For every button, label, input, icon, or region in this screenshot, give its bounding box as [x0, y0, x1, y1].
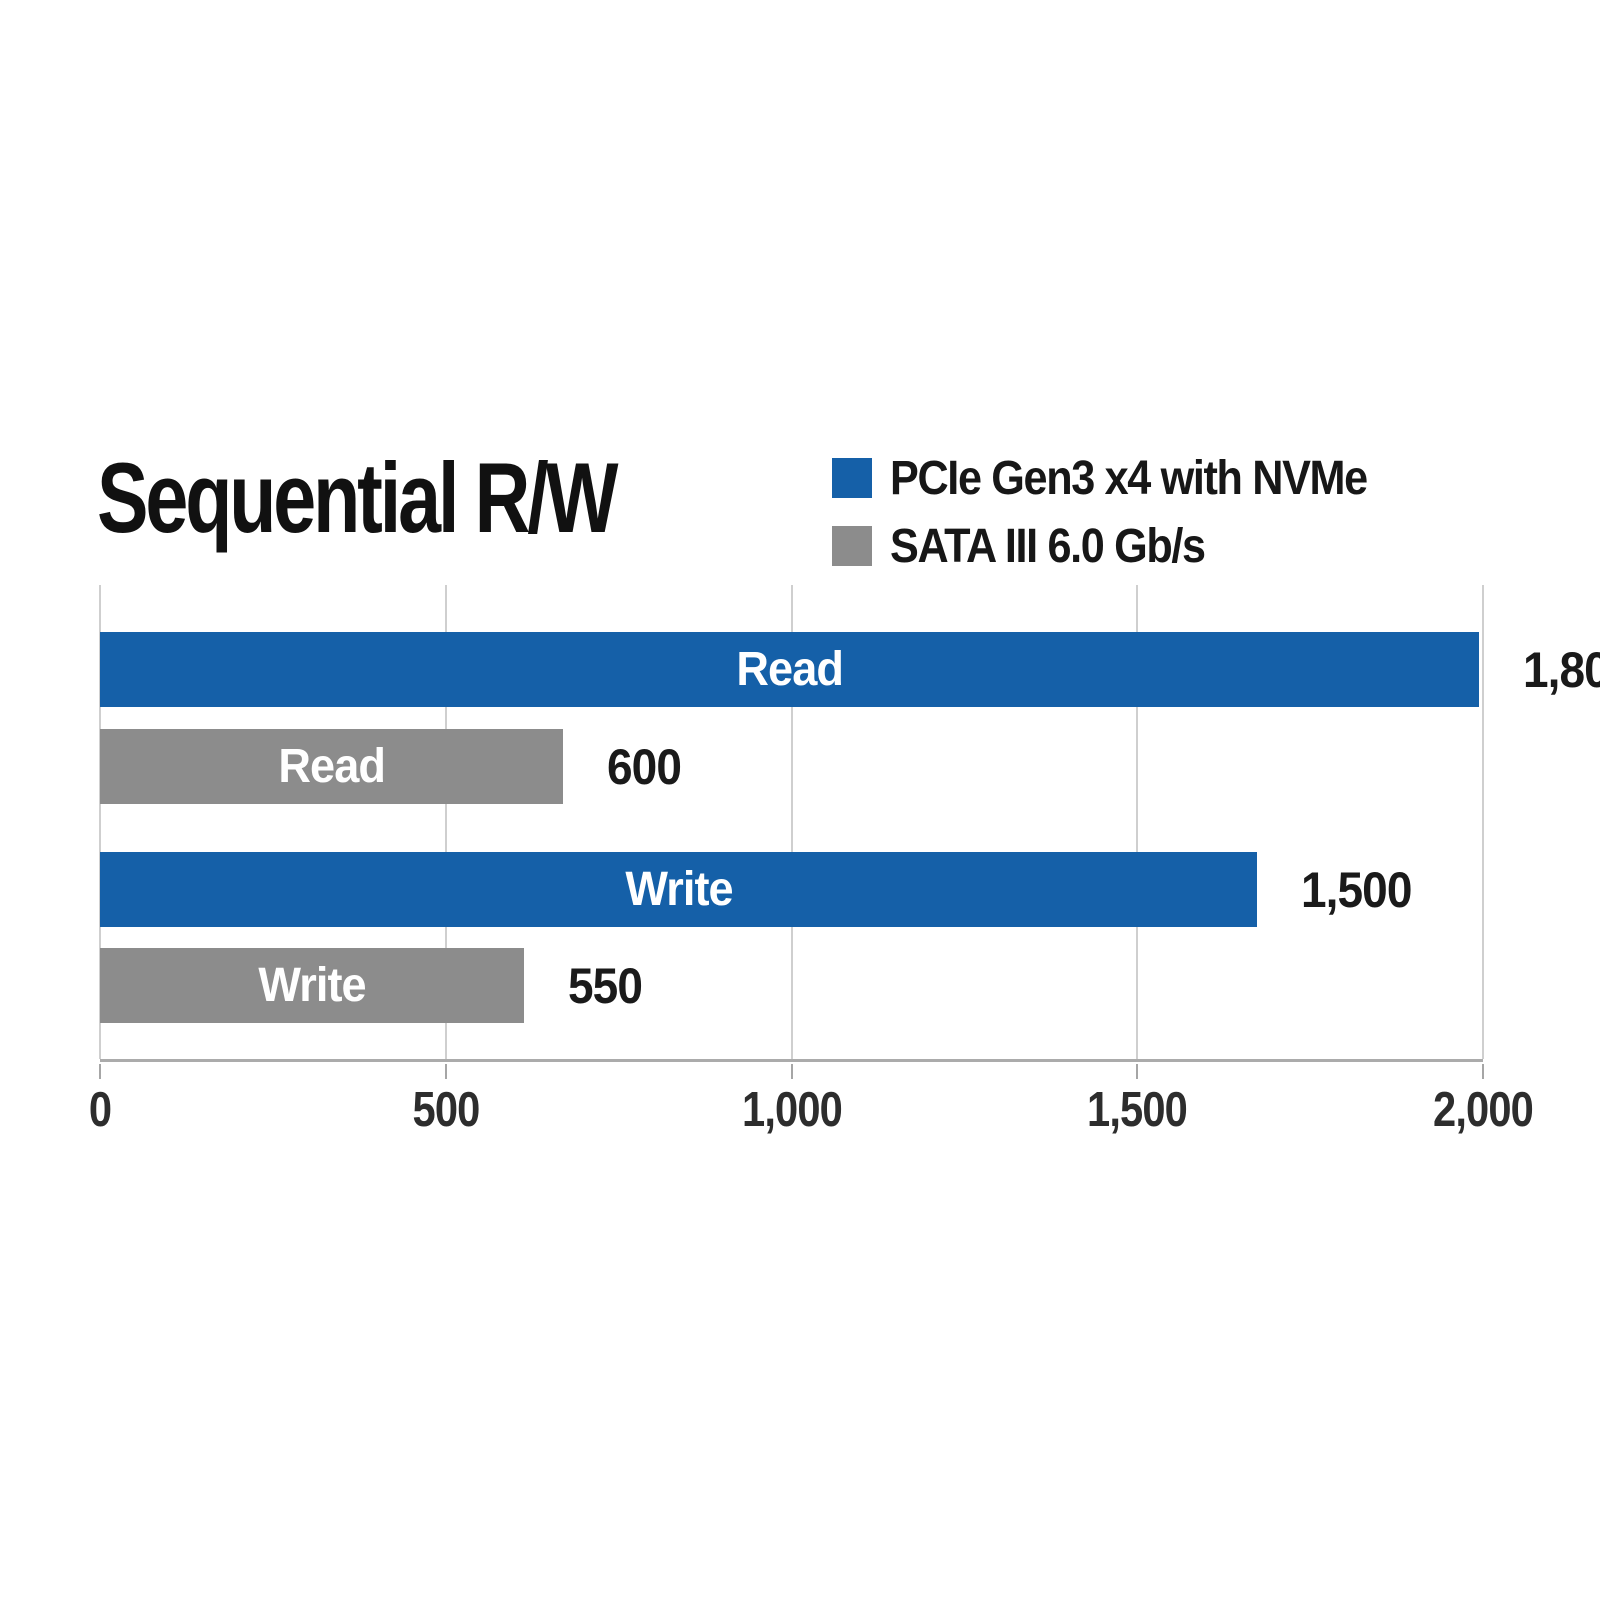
bar-value-pcie-read: 1,800 [1522, 641, 1600, 698]
x-axis-label-1500: 1,500 [1087, 1083, 1188, 1137]
legend-label-sata: SATA III 6.0 Gb/s [890, 519, 1206, 573]
x-axis-label-500: 500 [412, 1083, 480, 1137]
gridline-2000 [1482, 585, 1484, 1059]
tick-500 [444, 1064, 447, 1079]
bar-row-pcie-read: Read 1,800 [100, 632, 1600, 707]
bar-value-pcie-write: 1,500 [1301, 861, 1412, 918]
bar-label-read: Read [736, 643, 844, 696]
bar-row-pcie-write: Write 1,500 [100, 852, 1600, 927]
bar-pcie-write: Write [100, 852, 1258, 927]
tick-2000 [1482, 1064, 1484, 1079]
legend-item-sata: SATA III 6.0 Gb/s [832, 519, 1420, 573]
x-axis-label-2000: 2,000 [1433, 1083, 1534, 1137]
legend-item-pcie: PCIe Gen3 x4 with NVMe [832, 451, 1420, 505]
bar-value-sata-write: 550 [568, 957, 643, 1014]
bar-sata-read: Read [100, 729, 563, 804]
tick-0 [99, 1064, 101, 1079]
bar-label-write: Write [258, 959, 367, 1012]
gridline-1000 [790, 585, 793, 1059]
tick-1000 [790, 1064, 793, 1079]
x-axis-ticks [99, 1064, 1484, 1079]
bar-label-read: Read [278, 740, 386, 793]
x-axis-label-0: 0 [88, 1083, 112, 1137]
bar-row-sata-read: Read 600 [100, 729, 1600, 804]
legend-swatch-gray-icon [832, 526, 872, 566]
bar-label-write: Write [624, 863, 733, 916]
x-axis-labels: 0 500 1,000 1,500 2,000 [89, 1082, 1534, 1142]
plot-area: Read 1,800 Read 600 Write 1,500 Write 55… [99, 585, 1600, 1062]
gridline-0 [99, 585, 101, 1059]
tick-1500 [1136, 1064, 1139, 1079]
chart-title: Sequential R/W [97, 442, 618, 553]
bar-sata-write: Write [100, 948, 525, 1023]
legend: PCIe Gen3 x4 with NVMe SATA III 6.0 Gb/s [832, 452, 1420, 588]
bar-pcie-read: Read [100, 632, 1479, 707]
bar-row-sata-write: Write 550 [100, 948, 1600, 1023]
legend-swatch-blue-icon [832, 458, 872, 498]
gridline-1500 [1136, 585, 1139, 1059]
x-axis-label-1000: 1,000 [741, 1083, 843, 1137]
legend-label-pcie: PCIe Gen3 x4 with NVMe [890, 451, 1368, 505]
gridline-500 [444, 585, 447, 1059]
bar-value-sata-read: 600 [606, 738, 682, 795]
